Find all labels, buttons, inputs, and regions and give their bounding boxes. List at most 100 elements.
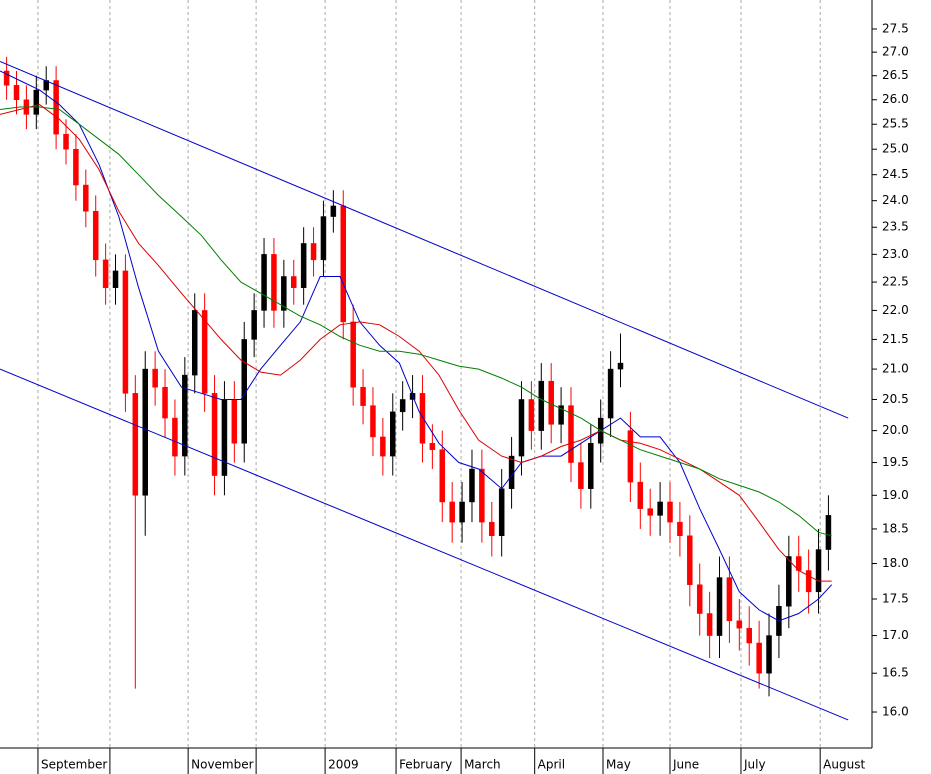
candle-body bbox=[805, 570, 812, 593]
candle-body bbox=[419, 393, 426, 444]
y-tick-label: 25.5 bbox=[882, 117, 909, 131]
candle-body bbox=[449, 501, 455, 523]
candle-body bbox=[300, 243, 307, 288]
candle-body bbox=[380, 436, 386, 457]
y-tick-label: 24.5 bbox=[882, 167, 909, 181]
candle-body bbox=[578, 462, 584, 489]
channel-line bbox=[0, 61, 849, 419]
candle-body bbox=[172, 417, 178, 457]
moving-average bbox=[0, 106, 832, 537]
y-tick-label: 22.0 bbox=[882, 303, 909, 317]
candle-body bbox=[786, 556, 792, 607]
candle-body bbox=[83, 184, 89, 212]
candle-body bbox=[627, 430, 634, 483]
candle-body bbox=[568, 405, 574, 463]
candle-body bbox=[538, 380, 545, 431]
candle-body bbox=[370, 405, 376, 438]
candle-body bbox=[251, 310, 257, 340]
candle-body bbox=[33, 89, 40, 115]
candle-body bbox=[390, 411, 396, 457]
candle-body bbox=[112, 270, 119, 288]
candle-body bbox=[687, 535, 693, 585]
y-tick-label: 21.0 bbox=[882, 362, 909, 376]
candle-body bbox=[479, 468, 485, 523]
x-tick-label: June bbox=[672, 758, 699, 772]
candle-body bbox=[221, 399, 228, 476]
candle-body bbox=[73, 148, 79, 186]
candle-body bbox=[162, 386, 168, 419]
y-tick-label: 26.0 bbox=[882, 92, 909, 106]
x-tick-label: September bbox=[41, 758, 107, 772]
candle-body bbox=[766, 635, 772, 674]
candle-body bbox=[439, 449, 446, 503]
y-tick-label: 18.5 bbox=[882, 521, 909, 535]
y-tick-label: 22.5 bbox=[882, 275, 909, 289]
y-tick-label: 25.0 bbox=[882, 142, 909, 156]
candle-body bbox=[726, 577, 733, 622]
candle-body bbox=[102, 259, 109, 288]
y-tick-label: 21.5 bbox=[882, 332, 909, 346]
candle-body bbox=[310, 243, 317, 261]
y-tick-label: 17.5 bbox=[882, 592, 909, 606]
channel-line bbox=[0, 368, 849, 721]
candle-body bbox=[716, 577, 723, 636]
y-tick-label: 16.0 bbox=[882, 705, 909, 719]
y-tick-label: 23.5 bbox=[882, 220, 909, 234]
y-tick-label: 23.0 bbox=[882, 247, 909, 261]
x-tick-label: July bbox=[743, 758, 766, 772]
y-tick-label: 17.0 bbox=[882, 628, 909, 642]
candle-body bbox=[63, 133, 69, 150]
candle-body bbox=[637, 481, 644, 509]
candle-body bbox=[330, 205, 337, 217]
candle-body bbox=[696, 584, 703, 614]
x-tick-label: November bbox=[191, 758, 253, 772]
candle-body bbox=[122, 270, 129, 394]
x-tick-label: April bbox=[538, 758, 565, 772]
candle-body bbox=[459, 501, 465, 523]
x-tick-label: February bbox=[399, 758, 452, 772]
candle-body bbox=[340, 205, 347, 323]
candle-body bbox=[201, 310, 208, 394]
candle-body bbox=[399, 399, 406, 413]
candle-body bbox=[815, 549, 822, 593]
candle-body bbox=[320, 216, 327, 261]
x-tick-label: March bbox=[464, 758, 501, 772]
candle-body bbox=[498, 488, 505, 537]
candle-body bbox=[825, 515, 832, 550]
x-tick-label: August bbox=[823, 758, 865, 772]
candle-body bbox=[350, 321, 356, 388]
candle-body bbox=[281, 276, 287, 311]
candle-body bbox=[647, 508, 653, 516]
candle-body bbox=[756, 642, 762, 674]
candle-body bbox=[92, 210, 99, 261]
y-tick-label: 24.0 bbox=[882, 193, 909, 207]
y-tick-label: 26.5 bbox=[882, 68, 909, 82]
candle-body bbox=[736, 620, 743, 629]
candle-body bbox=[489, 521, 495, 537]
candle-body bbox=[429, 443, 436, 450]
candle-body bbox=[518, 399, 525, 457]
candle-body bbox=[469, 468, 475, 503]
y-tick-label: 27.0 bbox=[882, 45, 909, 59]
candle-body bbox=[706, 613, 713, 636]
y-tick-label: 20.5 bbox=[882, 392, 909, 406]
candle-body bbox=[182, 374, 188, 457]
candle-body bbox=[746, 627, 752, 644]
y-tick-label: 27.5 bbox=[882, 22, 909, 36]
candle-body bbox=[617, 362, 624, 370]
candle-body bbox=[508, 455, 515, 489]
y-tick-label: 19.5 bbox=[882, 455, 909, 469]
y-tick-label: 16.5 bbox=[882, 666, 909, 680]
y-tick-label: 18.0 bbox=[882, 556, 909, 570]
candle-body bbox=[231, 399, 238, 444]
candle-body bbox=[3, 70, 10, 86]
y-tick-label: 19.0 bbox=[882, 488, 909, 502]
candle-body bbox=[657, 501, 663, 516]
candle-body bbox=[132, 393, 139, 496]
candle-body bbox=[558, 405, 564, 425]
moving-average bbox=[0, 70, 833, 622]
candle-body bbox=[677, 521, 683, 537]
candle-body bbox=[152, 368, 158, 388]
candle-body bbox=[191, 310, 198, 376]
